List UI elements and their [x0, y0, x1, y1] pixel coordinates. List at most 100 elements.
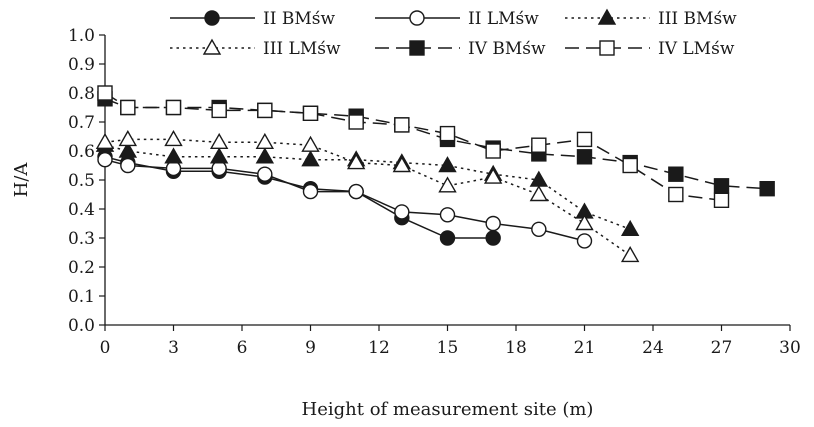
legend-marker — [205, 11, 219, 25]
legend-item: III LMśw — [170, 39, 341, 59]
series-6 — [98, 86, 729, 207]
data-point — [257, 149, 273, 163]
series-2 — [98, 153, 592, 248]
series-1 — [98, 150, 500, 245]
data-point — [715, 179, 729, 193]
x-tick-label: 0 — [100, 338, 111, 358]
series-line — [105, 99, 767, 189]
legend: II BMśw II LMśw III BMśw III LMśw IV BMśw IV … — [170, 9, 737, 59]
data-point — [212, 103, 226, 117]
x-tick-label: 12 — [368, 338, 390, 358]
series-line — [105, 157, 493, 238]
legend-marker — [410, 41, 424, 55]
plot-area: 0.0 0.1 0.2 0.3 0.4 0.5 0.6 0.7 0.8 0.9 1.0 0 3 6 9 12 1… — [68, 26, 801, 358]
legend-marker — [204, 40, 220, 54]
data-point — [258, 167, 272, 181]
legend-label: IV LMśw — [658, 39, 735, 59]
data-point — [669, 167, 683, 181]
data-point — [531, 187, 547, 201]
data-point — [623, 159, 637, 173]
data-point — [166, 131, 182, 145]
y-tick-label: 0.0 — [68, 316, 95, 336]
data-point — [304, 106, 318, 120]
legend-label: II LMśw — [468, 9, 539, 29]
series-3 — [97, 137, 638, 235]
data-point — [257, 134, 273, 148]
y-tick-label: 0.9 — [68, 55, 95, 75]
y-tick-label: 0.1 — [68, 287, 95, 307]
x-tick-label: 30 — [779, 338, 801, 358]
y-axis-title: H/A — [11, 162, 32, 198]
legend-label: III LMśw — [263, 39, 341, 59]
y-tick-label: 1.0 — [68, 26, 95, 46]
y-tick-label: 0.3 — [68, 229, 95, 249]
data-point — [303, 152, 319, 166]
data-point — [760, 182, 774, 196]
data-point — [440, 178, 456, 192]
legend-item: II LMśw — [375, 9, 539, 29]
ticks: 0.0 0.1 0.2 0.3 0.4 0.5 0.6 0.7 0.8 0.9 1.0 0 3 6 9 12 1… — [68, 26, 801, 358]
y-tick-label: 0.8 — [68, 84, 95, 104]
data-point — [349, 185, 363, 199]
x-tick-label: 21 — [574, 338, 596, 358]
data-point — [622, 247, 638, 261]
x-tick-label: 27 — [711, 338, 733, 358]
y-tick-label: 0.6 — [68, 142, 95, 162]
data-point — [97, 134, 113, 148]
legend-item: II BMśw — [170, 9, 335, 29]
data-point — [303, 137, 319, 151]
data-point — [441, 127, 455, 141]
data-point — [211, 149, 227, 163]
data-point — [304, 185, 318, 199]
x-tick-label: 15 — [437, 338, 459, 358]
series-layer — [97, 86, 774, 261]
data-point — [715, 193, 729, 207]
series-5 — [98, 92, 774, 196]
x-tick-label: 6 — [237, 338, 248, 358]
data-point — [166, 149, 182, 163]
y-tick-label: 0.5 — [68, 171, 95, 191]
data-point — [395, 205, 409, 219]
data-point — [578, 234, 592, 248]
y-tick-label: 0.2 — [68, 258, 95, 278]
legend-label: III BMśw — [658, 9, 737, 29]
data-point — [349, 115, 363, 129]
data-point — [167, 101, 181, 115]
x-axis-title: Height of measurement site (m) — [302, 399, 594, 420]
x-tick-label: 3 — [168, 338, 179, 358]
legend-marker — [600, 41, 614, 55]
data-point — [395, 118, 409, 132]
legend-label: II BMśw — [263, 9, 335, 29]
data-point — [486, 231, 500, 245]
data-point — [578, 132, 592, 146]
legend-marker — [599, 10, 615, 24]
series-line — [105, 93, 722, 200]
x-tick-label: 9 — [305, 338, 316, 358]
x-tick-label: 24 — [642, 338, 664, 358]
y-tick-label: 0.4 — [68, 200, 95, 220]
data-point — [121, 159, 135, 173]
data-point — [441, 231, 455, 245]
series-line — [105, 145, 630, 229]
data-point — [622, 221, 638, 235]
legend-item: IV LMśw — [565, 39, 735, 59]
data-point — [211, 134, 227, 148]
data-point — [578, 150, 592, 164]
data-point — [98, 153, 112, 167]
x-tick-label: 18 — [505, 338, 527, 358]
data-point — [486, 217, 500, 231]
data-point — [669, 188, 683, 202]
legend-label: IV BMśw — [468, 39, 546, 59]
data-point — [441, 208, 455, 222]
y-tick-label: 0.7 — [68, 113, 95, 133]
legend-marker — [410, 11, 424, 25]
legend-item: III BMśw — [565, 9, 737, 29]
legend-item: IV BMśw — [375, 39, 546, 59]
data-point — [532, 138, 546, 152]
data-point — [532, 222, 546, 236]
data-point — [121, 101, 135, 115]
data-point — [98, 86, 112, 100]
data-point — [486, 144, 500, 158]
data-point — [120, 131, 136, 145]
